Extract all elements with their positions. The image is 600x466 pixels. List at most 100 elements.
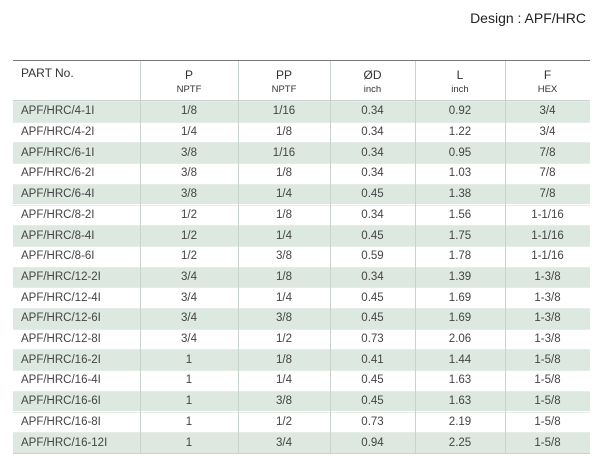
row-bg [13,163,590,184]
table-cell: APF/HRC/16-4I [21,374,101,387]
table-cell: 1.22 [448,126,472,139]
header-border [13,100,590,101]
table-cell: 1-5/8 [534,415,561,428]
table-cell: 7/8 [539,188,556,201]
table-cell: 1-3/8 [534,312,561,325]
table-cell: APF/HRC/12-8I [21,333,101,346]
table-cell: 3/4 [181,291,197,304]
table-cell: APF/HRC/16-2I [21,353,101,366]
table-cell: 0.94 [361,436,384,449]
row-bg [13,432,590,453]
table-cell: 1.56 [448,208,472,221]
table-cell: 1 [185,415,193,428]
table-cell: APF/HRC/8-6I [21,250,95,263]
table-cell: 1.78 [448,250,472,263]
table-cell: 1-3/8 [534,291,561,304]
table-cell: 1/8 [181,105,197,118]
table-cell: 3/4 [539,126,556,139]
table-cell: 7/8 [539,167,556,180]
column-unit: inch [451,83,469,95]
table-cell: APF/HRC/12-6I [21,312,101,325]
column-divider [330,61,331,453]
table-cell: 3/8 [181,146,197,159]
table-cell: APF/HRC/6-4I [21,188,95,201]
table-cell: 0.41 [361,353,384,366]
table-cell: 1/8 [276,126,292,139]
table-cell: 2.06 [448,333,472,346]
column-header: ØD [363,68,382,82]
table-cell: 0.34 [361,105,384,118]
table-cell: 0.45 [361,291,384,304]
table-cell: 0.73 [361,333,384,346]
table-cell: 1 [185,395,193,408]
table-cell: 0.34 [361,167,384,180]
table-cell: 3/8 [181,188,197,201]
table-cell: 3/4 [539,105,556,118]
table-cell: 1/4 [276,291,292,304]
table-cell: 0.95 [448,146,472,159]
table-cell: 0.45 [361,312,384,325]
table-cell: 0.34 [361,270,384,283]
row-bg [13,308,590,329]
table-cell: 0.73 [361,415,384,428]
table-cell: 3/8 [276,250,292,263]
table-cell: APF/HRC/16-6I [21,395,101,408]
table-cell: 1.39 [448,270,472,283]
table-cell: 2.19 [448,415,472,428]
table-cell: 1 [185,353,193,366]
column-header: F [543,68,552,82]
row-bg [13,287,590,308]
column-divider [505,61,506,453]
table-cell: 1/2 [181,208,197,221]
column-unit: inch [363,83,382,95]
table-cell: 1/8 [276,208,292,221]
table-cell: 0.45 [361,229,384,242]
table-cell: 1.69 [448,291,472,304]
row-bg [13,101,590,122]
table-cell: 1-1/16 [531,229,564,242]
table-cell: 1/2 [276,333,292,346]
table-cell: APF/HRC/16-8I [21,415,101,428]
table-cell: 1/4 [276,229,292,242]
row-bg [13,225,590,246]
table-cell: 3/4 [181,270,197,283]
table-cell: 1-3/8 [534,270,561,283]
table-cell: 1-1/16 [531,208,564,221]
table-cell: 3/4 [181,312,197,325]
column-header: PP [275,68,292,82]
table-cell: APF/HRC/12-4I [21,291,101,304]
bottom-border [13,452,590,454]
table-cell: 1-5/8 [534,436,561,449]
column-unit: NPTF [176,83,202,95]
row-bg [13,328,590,350]
table-cell: 1/4 [276,374,292,387]
table-cell: 3/8 [276,395,292,408]
table-cell: 3/4 [276,436,292,449]
table-cell: 0.34 [361,208,384,221]
row-bg [13,411,590,433]
table-cell: APF/HRC/12-2I [21,270,101,283]
title: Design : APF/HRC [470,10,586,26]
table-cell: 1/4 [181,126,197,139]
table-cell: 0.34 [361,146,384,159]
table-cell: 1/16 [272,105,296,118]
table-cell: 1.63 [448,374,472,387]
table-cell: 0.92 [448,105,472,118]
column-divider [238,61,239,453]
column-header: L [456,68,464,82]
table-cell: 3/8 [181,167,197,180]
table-cell: 1 [185,374,193,387]
table-cell: 7/8 [539,146,556,159]
table-cell: APF/HRC/8-2I [21,208,95,221]
row-bg [13,370,590,391]
row-bg [13,121,590,143]
table-cell: APF/HRC/6-1I [21,146,95,159]
table-cell: 0.34 [361,126,384,139]
table-cell: 1.75 [448,229,472,242]
table-cell: 1.44 [448,353,472,366]
column-header: P [184,68,193,82]
table-cell: 1/8 [276,353,292,366]
table-cell: APF/HRC/4-1I [21,105,95,118]
